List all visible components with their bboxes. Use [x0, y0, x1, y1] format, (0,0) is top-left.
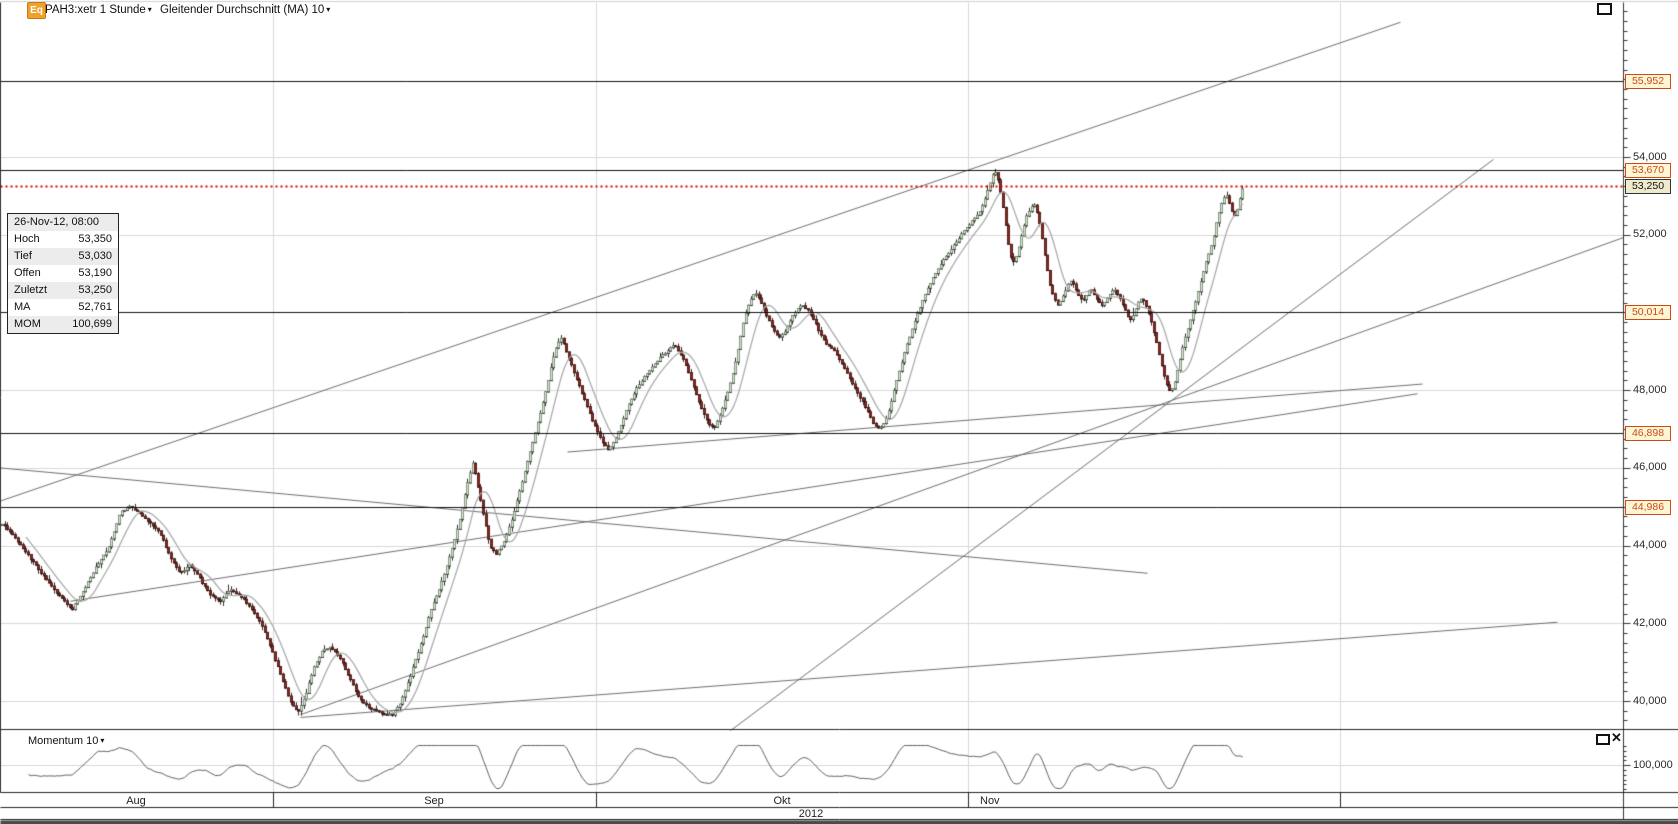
tooltip-field-value: 52,761: [78, 301, 112, 313]
indicator-label: Gleitender Durchschnitt (MA) 10: [160, 4, 325, 16]
tooltip-field-label: Offen: [14, 267, 41, 279]
x-axis-month-label: Aug: [126, 795, 146, 807]
tooltip-field-value: 53,350: [78, 233, 112, 245]
equity-type-badge: Eq: [27, 2, 46, 19]
instrument-label: PAH3:xetr 1 Stunde: [45, 4, 146, 16]
indicator-selector[interactable]: Gleitender Durchschnitt (MA) 10 ▾: [160, 4, 330, 16]
last-price-badge: 53,250: [1625, 179, 1671, 195]
x-axis-month-label: Sep: [424, 795, 444, 807]
momentum-axis-label: 100,000: [1633, 758, 1673, 771]
chevron-down-icon: ▾: [147, 5, 152, 14]
tooltip-row: Offen 53,190: [8, 265, 118, 282]
momentum-restore-icon[interactable]: [1596, 734, 1610, 745]
tooltip-row: MA 52,761: [8, 299, 118, 316]
data-tooltip: 26-Nov-12, 08:00 Hoch 53,350 Tief 53,030 Off…: [7, 213, 119, 334]
tooltip-timestamp-row: 26-Nov-12, 08:00: [8, 214, 118, 231]
tooltip-timestamp: 26-Nov-12, 08:00: [14, 216, 99, 228]
y-axis-tick-label: 40,000: [1633, 694, 1667, 707]
tooltip-field-value: 100,699: [72, 318, 112, 330]
tooltip-row: MOM 100,699: [8, 316, 118, 333]
price-level-badge: 55,952: [1625, 74, 1671, 90]
y-axis-tick-label: 54,000: [1633, 150, 1667, 163]
price-level-badge: 46,898: [1625, 425, 1671, 441]
y-axis-tick-label: 52,000: [1633, 228, 1667, 241]
price-level-badge: 44,986: [1625, 500, 1671, 516]
tooltip-field-label: MA: [14, 301, 31, 313]
tooltip-field-label: Hoch: [14, 233, 40, 245]
x-axis-year-label: 2012: [798, 808, 824, 820]
tooltip-row: Tief 53,030: [8, 248, 118, 265]
tooltip-field-value: 53,250: [78, 284, 112, 296]
y-axis-tick-label: 48,000: [1633, 383, 1667, 396]
momentum-close-icon[interactable]: ✕: [1611, 730, 1622, 745]
tooltip-field-value: 53,030: [78, 250, 112, 262]
chevron-down-icon: ▾: [326, 5, 331, 14]
tooltip-field-label: Zuletzt: [14, 284, 48, 296]
price-level-badge: 53,670: [1625, 162, 1671, 178]
x-axis-month-label: Nov: [980, 795, 1000, 807]
tooltip-field-value: 53,190: [78, 267, 112, 279]
x-axis-month-label: Okt: [773, 795, 791, 807]
tooltip-row: Hoch 53,350: [8, 231, 118, 248]
momentum-label: Momentum 10: [28, 735, 99, 747]
price-level-badge: 50,014: [1625, 304, 1671, 320]
instrument-selector[interactable]: PAH3:xetr 1 Stunde ▾: [45, 4, 152, 16]
tooltip-field-label: MOM: [14, 318, 41, 330]
tooltip-field-label: Tief: [14, 250, 32, 262]
y-axis-tick-label: 42,000: [1633, 616, 1667, 629]
y-axis-tick-label: 46,000: [1633, 461, 1667, 474]
y-axis-tick-label: 44,000: [1633, 539, 1667, 552]
tooltip-row: Zuletzt 53,250: [8, 282, 118, 299]
chevron-down-icon: ▾: [100, 736, 105, 745]
restore-window-icon[interactable]: [1597, 3, 1612, 15]
momentum-indicator-selector[interactable]: Momentum 10 ▾: [28, 735, 104, 747]
